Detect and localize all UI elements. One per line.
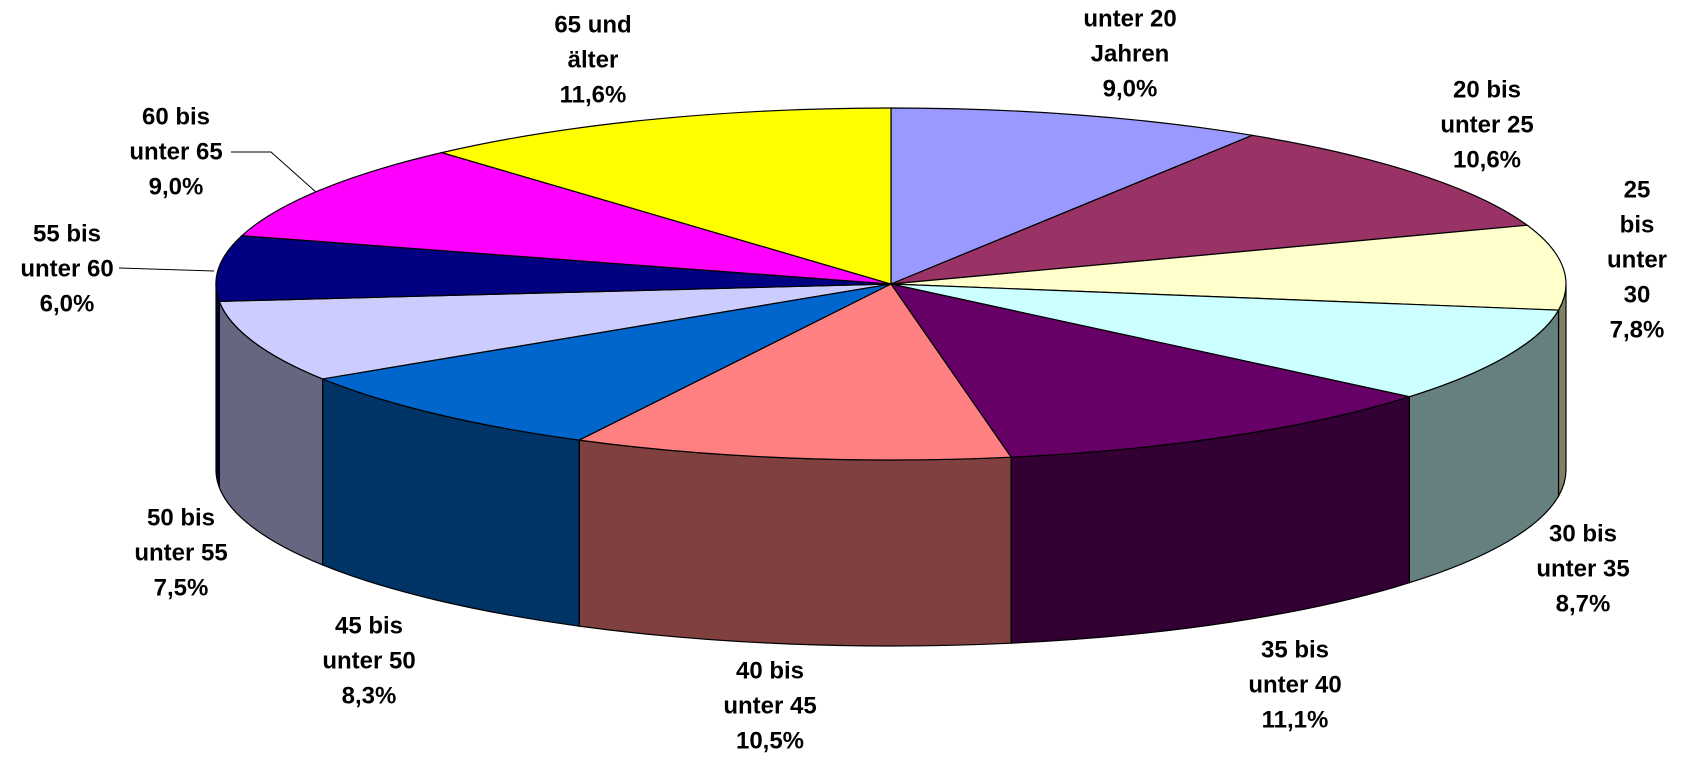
- label-category: 45 bis unter 50: [322, 612, 416, 675]
- label-value: 10,5%: [735, 727, 805, 755]
- label-category: unter 20 Jahren: [1083, 5, 1177, 68]
- slice-side: [215, 283, 220, 488]
- slice: [890, 224, 1567, 311]
- data-label: 45 bis unter 50 8,3%: [322, 609, 415, 714]
- label-category: 50 bis unter 55: [134, 504, 228, 567]
- data-label: 40 bis unter 45 10,5%: [723, 654, 816, 758]
- label-value: 9,0%: [148, 173, 204, 201]
- data-label: unter 20 Jahren 9,0%: [1083, 2, 1176, 107]
- label-category: 20 bis unter 25: [1440, 76, 1534, 139]
- label-category: 30 bis unter 35: [1536, 520, 1630, 583]
- slice: [218, 283, 892, 380]
- pie-sides: [215, 283, 1567, 647]
- slice: [215, 235, 892, 302]
- label-value: 8,3%: [341, 682, 397, 710]
- data-label: 55 bis unter 60 6,0%: [20, 217, 113, 322]
- label-category: 55 bis unter 60: [20, 220, 114, 283]
- data-label: 50 bis unter 55 7,5%: [134, 501, 227, 606]
- label-value: 8,7%: [1555, 590, 1611, 618]
- label-category: 65 und älter: [554, 11, 632, 74]
- pie-tops: [215, 107, 1567, 461]
- label-category: 40 bis unter 45: [723, 657, 817, 720]
- slice: [890, 283, 1560, 398]
- slice-side: [1557, 283, 1567, 499]
- label-value: 10,6%: [1452, 146, 1522, 174]
- slice-side: [578, 439, 1012, 647]
- slice: [890, 134, 1529, 285]
- label-value: 11,1%: [1261, 706, 1329, 734]
- leader-line: [118, 267, 215, 272]
- label-value: 11,6%: [559, 81, 627, 109]
- label-value: 7,5%: [153, 574, 209, 602]
- label-category: 25 bis unter 30: [1607, 176, 1667, 309]
- label-value: 7,8%: [1609, 316, 1665, 344]
- label-value: 9,0%: [1102, 75, 1158, 103]
- slice: [577, 283, 1013, 461]
- data-label: 30 bis unter 35 8,7%: [1536, 517, 1629, 622]
- data-label: 60 bis unter 65 9,0%: [129, 100, 222, 205]
- data-label: 35 bis unter 40 11,1%: [1248, 633, 1341, 738]
- slice: [890, 107, 1255, 285]
- label-category: 35 bis unter 40: [1248, 636, 1342, 699]
- leader-line: [231, 151, 318, 194]
- slice: [439, 107, 892, 285]
- slice: [240, 152, 892, 285]
- slice: [320, 283, 892, 441]
- label-category: 60 bis unter 65: [129, 103, 223, 166]
- data-label: 20 bis unter 25 10,6%: [1440, 73, 1533, 178]
- data-label: 25 bis unter 30 7,8%: [1606, 173, 1669, 348]
- slice: [889, 283, 1412, 458]
- data-label: 65 und älter 11,6%: [554, 8, 631, 113]
- label-value: 6,0%: [39, 290, 95, 318]
